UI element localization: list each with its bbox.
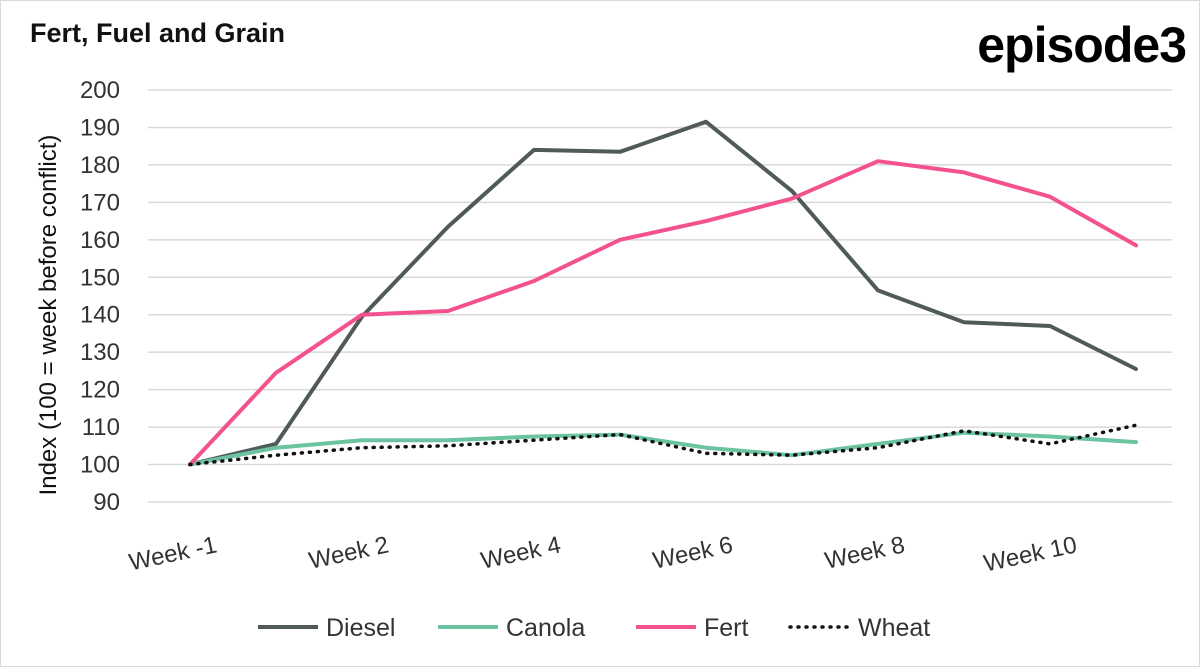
- legend-label-canola: Canola: [506, 614, 585, 642]
- x-tick-label: Week -1: [127, 531, 220, 576]
- series-lines: [188, 119, 1138, 467]
- y-axis-ticks: 90 100 110 120 130 140 150 160 170 180 190 200: [80, 77, 120, 516]
- legend-label-diesel: Diesel: [326, 614, 395, 642]
- y-tick-label: 160: [80, 227, 120, 254]
- y-tick-label: 110: [82, 414, 120, 441]
- chart-title: Fert, Fuel and Grain: [30, 18, 286, 48]
- x-tick-label: Week 8: [822, 531, 907, 574]
- y-tick-label: 90: [93, 489, 120, 516]
- x-tick-label: Week 4: [478, 531, 563, 574]
- x-axis-ticks: Week -1 Week 2 Week 4 Week 6 Week 8 Week 10: [127, 531, 1080, 577]
- y-tick-label: 140: [80, 302, 120, 329]
- y-axis-label: Index (100 = week before conflict): [35, 135, 62, 496]
- series-line-fert: [188, 159, 1138, 467]
- y-tick-label: 200: [80, 77, 120, 104]
- y-tick-label: 150: [80, 264, 120, 291]
- x-tick-label: Week 2: [306, 531, 391, 574]
- legend-label-fert: Fert: [704, 614, 749, 642]
- brand-logo: episode3: [977, 17, 1187, 73]
- x-tick-label: Week 6: [650, 531, 735, 574]
- legend: Diesel Canola Fert Wheat: [258, 614, 930, 642]
- y-tick-label: 170: [80, 189, 120, 216]
- series-line-diesel: [188, 119, 1138, 467]
- y-tick-label: 180: [80, 152, 120, 179]
- series-line-wheat: [188, 423, 1138, 467]
- series-line-canola: [188, 430, 1138, 467]
- y-tick-label: 100: [80, 452, 120, 479]
- y-tick-label: 120: [80, 377, 120, 404]
- x-tick-label: Week 10: [981, 531, 1079, 577]
- y-tick-label: 190: [80, 114, 120, 141]
- legend-label-wheat: Wheat: [858, 614, 930, 642]
- y-tick-label: 130: [80, 339, 120, 366]
- gridlines: [148, 89, 1172, 503]
